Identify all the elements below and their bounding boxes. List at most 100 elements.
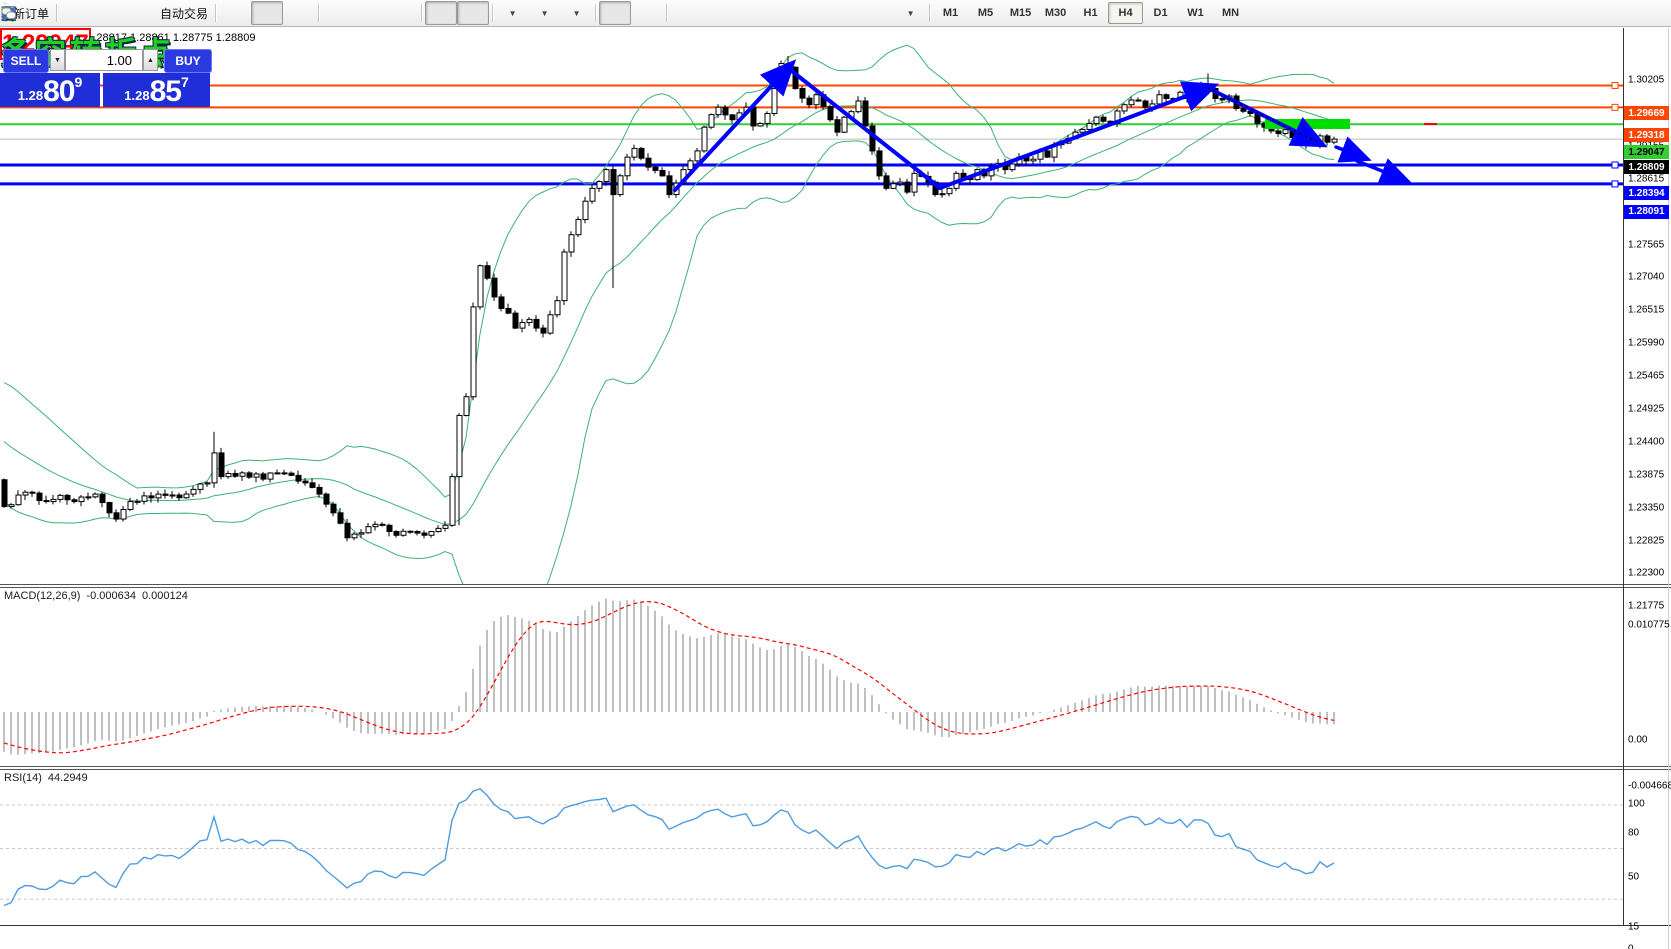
sell-button[interactable]: SELL bbox=[3, 49, 49, 73]
volume-increase-button[interactable]: ▲ bbox=[143, 49, 158, 71]
bar-chart-button[interactable] bbox=[2, 1, 251, 25]
candle-body bbox=[225, 472, 232, 478]
timeframe-h4-button[interactable]: H4 bbox=[1108, 2, 1144, 24]
buy-price-display[interactable]: 1.28 85 7 bbox=[103, 73, 210, 107]
candle-body bbox=[1121, 104, 1128, 112]
candle-body bbox=[169, 494, 176, 497]
candle-body bbox=[99, 493, 106, 504]
text-label-button[interactable]: T bbox=[1, 1, 894, 25]
candle-body bbox=[267, 472, 274, 480]
candle-body bbox=[71, 499, 78, 503]
candle-body bbox=[1079, 128, 1086, 133]
candle-body bbox=[1030, 158, 1037, 162]
zoom-in-button[interactable] bbox=[1, 1, 354, 25]
forecast-arrow[interactable] bbox=[1355, 158, 1412, 185]
candle-chart-button[interactable] bbox=[2, 1, 284, 25]
timeframe-w1-button[interactable]: W1 bbox=[1187, 7, 1204, 19]
market-watch-button[interactable] bbox=[2, 1, 92, 25]
pane-separator[interactable] bbox=[0, 587, 1671, 588]
dropdown-caret-icon[interactable]: ▼ bbox=[508, 8, 517, 18]
trendline-button[interactable] bbox=[2, 1, 766, 25]
rsi-pane-canvas[interactable] bbox=[0, 769, 1623, 925]
bollinger-band-line bbox=[3, 115, 1335, 584]
candle-body bbox=[890, 183, 897, 189]
macd-signal-value: 0.000124 bbox=[141, 590, 188, 602]
candle-body bbox=[764, 112, 771, 124]
timeframe-mn-button[interactable]: MN bbox=[1221, 7, 1240, 19]
timeframe-m1-button[interactable]: M1 bbox=[942, 7, 959, 19]
candle-body bbox=[302, 480, 309, 484]
line-handle[interactable] bbox=[1611, 81, 1619, 89]
zoom-out-button[interactable] bbox=[1, 1, 386, 25]
trend-zigzag-segment[interactable] bbox=[786, 66, 942, 190]
fibonacci-button[interactable]: F bbox=[2, 1, 830, 25]
templates-button[interactable]: ▼ bbox=[2, 1, 592, 25]
line-chart-button[interactable] bbox=[2, 1, 315, 25]
candle-body bbox=[386, 524, 393, 532]
timeframe-h1-button[interactable]: H1 bbox=[1083, 7, 1098, 19]
auto-trading-button[interactable]: 自动交易 bbox=[1, 1, 212, 25]
periods-button[interactable]: ▼ bbox=[1, 1, 560, 25]
forecast-arrow[interactable] bbox=[1334, 136, 1372, 163]
line-handle[interactable] bbox=[1611, 161, 1619, 169]
volume-decrease-button[interactable]: ▼ bbox=[50, 49, 65, 71]
line-handle[interactable] bbox=[1611, 180, 1619, 188]
chart-window[interactable]: ▲ GBPUSD-,H4 1.28817 1.28861 1.28775 1.2… bbox=[0, 28, 1671, 949]
trend-zigzag-segment[interactable] bbox=[673, 59, 797, 192]
candle-body bbox=[575, 219, 582, 236]
horizontal-line-button[interactable] bbox=[2, 1, 734, 25]
candle-body bbox=[519, 322, 526, 329]
equidistant-channel-button[interactable]: E bbox=[1, 1, 798, 25]
toolbar-separator bbox=[926, 2, 933, 24]
cursor-button[interactable] bbox=[4, 1, 632, 25]
timeframe-m5-button[interactable]: M5 bbox=[977, 7, 994, 19]
dropdown-caret-icon[interactable]: ▼ bbox=[906, 8, 915, 18]
search-button[interactable] bbox=[1, 1, 1625, 25]
tile-windows-button[interactable] bbox=[1, 1, 418, 25]
price-axis-tick: 1.27040 bbox=[1628, 271, 1665, 283]
candle-body bbox=[1282, 129, 1289, 134]
dropdown-caret-icon[interactable]: ▼ bbox=[540, 8, 549, 18]
candle-body bbox=[806, 97, 813, 106]
sell-price-display[interactable]: 1.28 80 9 bbox=[0, 73, 100, 107]
candle-body bbox=[904, 181, 911, 193]
candle-body bbox=[645, 157, 652, 168]
arrows-button[interactable]: ▼ bbox=[2, 1, 926, 25]
chart-shift-button[interactable] bbox=[2, 1, 490, 25]
pane-separator[interactable] bbox=[0, 584, 1671, 585]
text-button[interactable]: A bbox=[4, 1, 862, 25]
timeframe-m15-button[interactable]: M15 bbox=[1009, 7, 1032, 19]
chat-button[interactable] bbox=[1, 1, 1665, 25]
indicators-button[interactable]: ▼ bbox=[3, 1, 528, 25]
candle-body bbox=[862, 100, 869, 127]
crosshair-button[interactable] bbox=[2, 1, 663, 25]
data-window-button[interactable] bbox=[1, 1, 156, 25]
candle-body bbox=[582, 200, 589, 221]
vertical-line-button[interactable] bbox=[7, 1, 702, 25]
main-chart-canvas[interactable] bbox=[0, 28, 1623, 584]
candle-body bbox=[1296, 137, 1303, 141]
volume-input[interactable] bbox=[65, 49, 143, 71]
candle-body bbox=[771, 88, 778, 114]
trend-zigzag-segment[interactable] bbox=[938, 81, 1220, 190]
candle-body bbox=[1009, 163, 1016, 171]
pane-separator[interactable] bbox=[0, 766, 1671, 767]
buy-button[interactable]: BUY bbox=[164, 49, 212, 73]
price-axis-border bbox=[1623, 28, 1624, 925]
dropdown-caret-icon[interactable]: ▼ bbox=[572, 8, 581, 18]
candle-body bbox=[288, 472, 295, 476]
line-handle[interactable] bbox=[1611, 103, 1619, 111]
candle-body bbox=[1303, 139, 1310, 146]
candle-body bbox=[533, 318, 540, 329]
timeframe-d1-button[interactable]: D1 bbox=[1153, 7, 1168, 19]
candle-body bbox=[1324, 135, 1331, 143]
pane-separator[interactable] bbox=[0, 769, 1671, 770]
time-axis-border bbox=[0, 925, 1671, 926]
profile-button[interactable] bbox=[1, 1, 124, 25]
timeframe-m30-button[interactable]: M30 bbox=[1044, 7, 1067, 19]
candle-body bbox=[631, 147, 638, 158]
macd-pane-canvas[interactable] bbox=[0, 587, 1623, 766]
auto-scroll-button[interactable] bbox=[2, 1, 458, 25]
buy-price-main: 85 bbox=[149, 75, 182, 108]
